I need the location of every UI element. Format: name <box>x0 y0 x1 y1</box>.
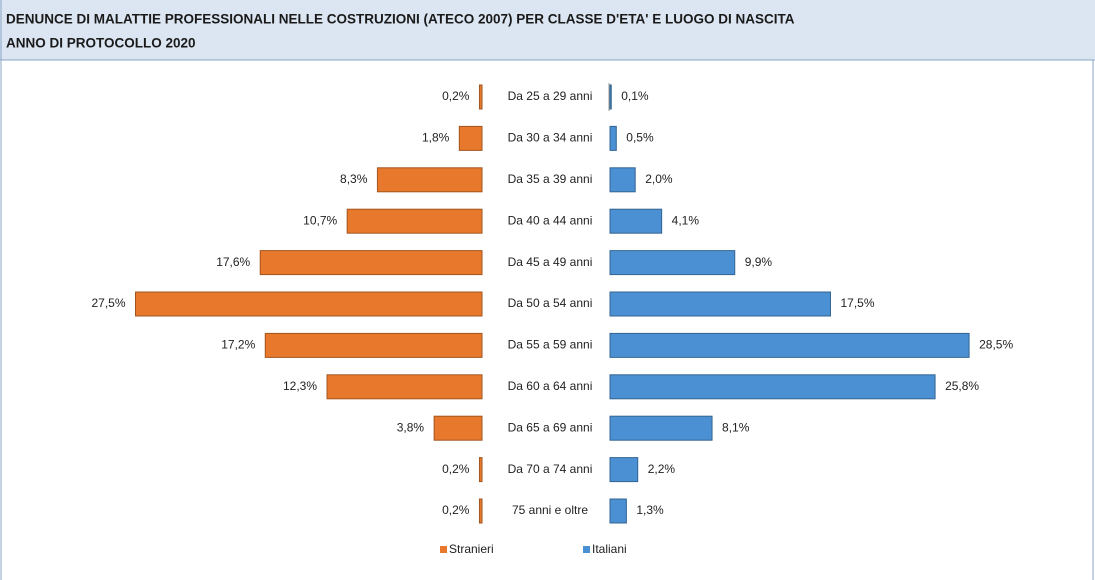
legend-swatch <box>583 546 590 553</box>
value-label: 9,9% <box>745 255 773 269</box>
category-label: Da 50 a 54 anni <box>508 296 593 310</box>
bar <box>609 84 612 110</box>
value-label: 0,5% <box>626 131 654 145</box>
bar <box>433 415 483 441</box>
value-label: 12,3% <box>283 379 317 393</box>
bar <box>326 374 483 400</box>
value-label: 0,2% <box>442 462 470 476</box>
title-bar <box>0 0 1095 60</box>
value-label: 0,2% <box>442 89 470 103</box>
value-label: 8,3% <box>340 172 368 186</box>
bar <box>609 374 936 400</box>
bar <box>259 250 483 276</box>
bar <box>376 167 483 193</box>
value-label: 17,2% <box>221 338 255 352</box>
value-label: 10,7% <box>303 213 337 227</box>
category-label: Da 40 a 44 anni <box>508 213 593 227</box>
value-label: 8,1% <box>722 420 750 434</box>
bar <box>264 332 483 358</box>
value-label: 27,5% <box>91 296 125 310</box>
bar <box>135 291 483 317</box>
legend-label: Stranieri <box>449 542 494 556</box>
bar <box>609 291 831 317</box>
value-label: 25,8% <box>945 379 979 393</box>
bar <box>609 250 736 276</box>
category-label: Da 55 a 59 anni <box>508 338 593 352</box>
bar <box>458 125 483 151</box>
bar <box>609 125 617 151</box>
value-label: 17,5% <box>841 296 875 310</box>
category-label: Da 30 a 34 anni <box>508 131 593 145</box>
value-label: 2,0% <box>645 172 673 186</box>
category-label: Da 35 a 39 anni <box>508 172 593 186</box>
bar <box>609 457 639 483</box>
bar <box>609 208 663 234</box>
chart-title: DENUNCE DI MALATTIE PROFESSIONALI NELLE … <box>6 12 795 27</box>
category-label: Da 70 a 74 anni <box>508 462 593 476</box>
bar <box>478 457 483 483</box>
bar <box>609 332 970 358</box>
legend-swatch <box>440 546 447 553</box>
bar <box>609 415 713 441</box>
bar <box>609 498 627 524</box>
category-label: Da 25 a 29 anni <box>508 89 593 103</box>
bar <box>346 208 483 234</box>
value-label: 1,3% <box>636 503 664 517</box>
value-label: 17,6% <box>216 255 250 269</box>
category-label: Da 45 a 49 anni <box>508 255 593 269</box>
category-label: 75 anni e oltre <box>512 503 588 517</box>
category-label: Da 60 a 64 anni <box>508 379 593 393</box>
value-label: 0,1% <box>621 89 649 103</box>
value-label: 3,8% <box>397 420 425 434</box>
category-label: Da 65 a 69 anni <box>508 420 593 434</box>
value-label: 4,1% <box>672 213 700 227</box>
value-label: 2,2% <box>648 462 676 476</box>
value-label: 0,2% <box>442 503 470 517</box>
legend-label: Italiani <box>592 542 627 556</box>
value-label: 28,5% <box>979 338 1013 352</box>
chart-subtitle: ANNO DI PROTOCOLLO 2020 <box>6 36 196 51</box>
bar <box>478 498 483 524</box>
bar <box>609 167 636 193</box>
value-label: 1,8% <box>422 131 450 145</box>
bar <box>478 84 483 110</box>
